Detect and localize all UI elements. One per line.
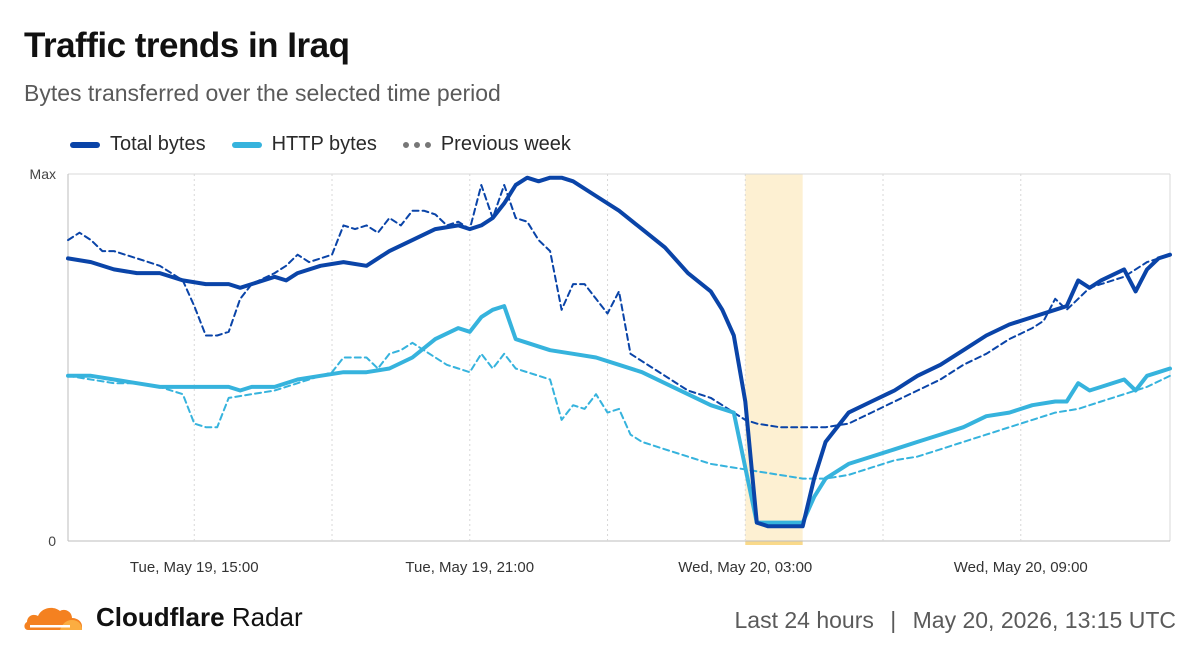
chart-title: Traffic trends in Iraq	[24, 26, 350, 65]
outage-highlight-marker	[745, 541, 803, 545]
legend-label-previous-week: Previous week	[440, 133, 571, 155]
legend-item-total-bytes[interactable]: Total bytes	[70, 133, 206, 156]
footer-separator: |	[890, 607, 897, 633]
traffic-chart[interactable]: Tue, May 19, 15:00 Tue, May 19, 21:00 Wed,…	[0, 160, 1200, 590]
chart-legend: Total bytes HTTP bytes Previous week	[70, 133, 571, 156]
series-previous-week-http[interactable]	[67, 341, 1171, 480]
x-tick-label: Wed, May 20, 09:00	[954, 559, 1088, 576]
cloudflare-cloud-icon	[24, 607, 82, 630]
legend-swatch-previous-week	[402, 141, 431, 148]
legend-item-http-bytes[interactable]: HTTP bytes	[231, 133, 377, 156]
cloudflare-radar-logo: Cloudflare Radar	[22, 600, 303, 634]
y-tick-label-max: Max	[30, 166, 56, 182]
series-total-bytes[interactable]	[66, 175, 1172, 529]
legend-label-http-bytes: HTTP bytes	[271, 133, 377, 155]
series-previous-week-total[interactable]	[67, 184, 1171, 429]
x-tick-label: Tue, May 19, 15:00	[130, 559, 259, 576]
outage-highlight-band	[745, 174, 803, 541]
legend-item-previous-week[interactable]: Previous week	[402, 133, 571, 156]
legend-swatch-total-bytes	[70, 141, 100, 148]
footer-info: Last 24 hours | May 20, 2026, 13:15 UTC	[734, 607, 1176, 634]
series-http-bytes[interactable]	[66, 304, 1172, 525]
legend-swatch-http-bytes	[231, 141, 262, 148]
x-tick-label: Wed, May 20, 03:00	[678, 559, 812, 576]
brand-name-bold: Cloudflare	[96, 601, 225, 632]
brand-name-light: Radar	[231, 601, 303, 632]
x-tick-label: Tue, May 19, 21:00	[405, 559, 534, 576]
y-tick-label-zero: 0	[48, 533, 56, 549]
legend-label-total-bytes: Total bytes	[110, 133, 206, 155]
chart-subtitle: Bytes transferred over the selected time…	[24, 80, 501, 106]
timestamp-label: May 20, 2026, 13:15 UTC	[912, 607, 1176, 633]
time-range-label: Last 24 hours	[734, 607, 874, 633]
